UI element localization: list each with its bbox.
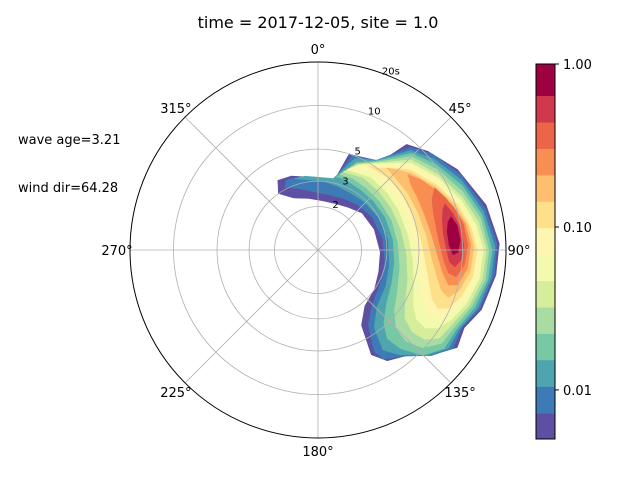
- angle-label-180: 180°: [302, 445, 333, 460]
- angle-label-315: 315°: [160, 102, 191, 117]
- colorbar-band-7: [536, 227, 555, 255]
- colorbar-band-9: [536, 174, 555, 202]
- radial-label-5: 5: [355, 147, 361, 158]
- colorbar-bands: [536, 64, 555, 440]
- colorbar-band-1: [536, 386, 555, 414]
- colorbar-tick-label-1.00: 1.00: [563, 58, 592, 73]
- contour-level-13: [446, 216, 461, 255]
- chart-title: time = 2017-12-05, site = 1.0: [198, 13, 439, 32]
- angle-label-225: 225°: [160, 386, 191, 401]
- angle-gridline-315: [184, 116, 319, 251]
- colorbar-band-13: [536, 64, 555, 96]
- colorbar-frame: [535, 63, 556, 440]
- colorbar-band-2: [536, 359, 555, 387]
- angle-label-0: 0°: [311, 43, 326, 58]
- colorbar-ticks: 0.01 0.10 1.00: [555, 58, 592, 399]
- colorbar-band-10: [536, 148, 555, 176]
- colorbar-band-5: [536, 280, 555, 308]
- colorbar-band-12: [536, 95, 555, 123]
- colorbar-tick-label-0.01: 0.01: [563, 384, 592, 399]
- angle-label-135: 135°: [444, 386, 475, 401]
- colorbar-band-3: [536, 333, 555, 361]
- angle-gridline-135: [317, 249, 452, 384]
- polar-frame: [129, 61, 507, 439]
- angle-label-90: 90°: [507, 244, 530, 259]
- radial-label-10: 10: [368, 107, 381, 118]
- colorbar-band-11: [536, 122, 555, 149]
- angle-tick-labels: 0° 45° 90° 135° 180° 225° 270° 315°: [101, 43, 530, 460]
- colorbar-band-0: [536, 413, 555, 440]
- angle-label-45: 45°: [449, 102, 472, 117]
- contour-fill-group: [277, 144, 500, 361]
- radial-label-20: 20s: [382, 66, 400, 77]
- colorbar-band-6: [536, 254, 555, 282]
- colorbar-band-8: [536, 201, 555, 229]
- colorbar: 0.01 0.10 1.00: [535, 58, 592, 440]
- colorbar-tick-label-0.10: 0.10: [563, 221, 592, 236]
- radial-tick-labels: 2 3 5 10 20s: [332, 66, 399, 211]
- angle-gridline-45: [317, 116, 452, 251]
- colorbar-band-4: [536, 307, 555, 334]
- angle-label-270: 270°: [101, 244, 132, 259]
- wave-age-annotation: wave age=3.21: [18, 133, 120, 148]
- radial-label-3: 3: [342, 176, 348, 187]
- wind-dir-annotation: wind dir=64.28: [18, 181, 118, 196]
- polar-grid: [130, 62, 506, 438]
- radial-label-2: 2: [332, 200, 338, 211]
- angle-gridline-225: [184, 249, 319, 384]
